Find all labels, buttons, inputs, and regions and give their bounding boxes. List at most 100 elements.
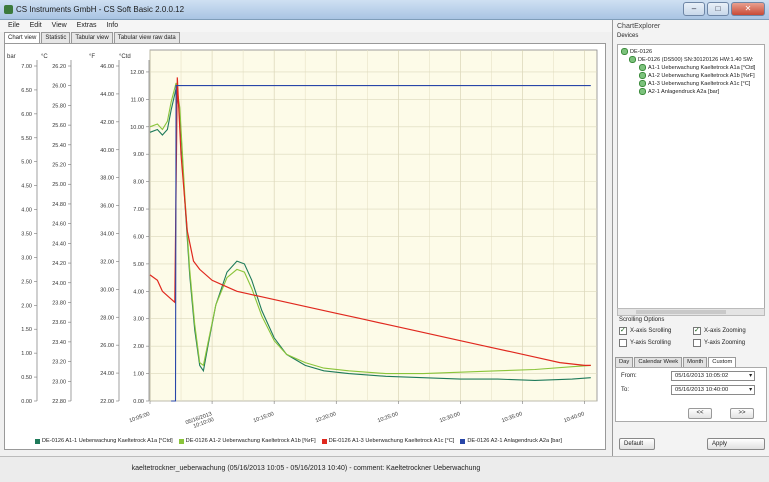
y-axis-tick-label: 3.00 [133, 317, 144, 323]
y-zoom-checkbox[interactable]: Y-axis Zooming [693, 339, 745, 347]
y-scroll-checkbox[interactable]: Y-axis Scrolling [619, 339, 671, 347]
legend-swatch [35, 438, 40, 444]
legend-label: DE-0126 A1-3 Ueberwachung Kaeltetrock A1… [328, 438, 455, 444]
default-button[interactable]: Default [619, 438, 655, 450]
legend-item[interactable]: DE-0126 A2-1 Anlagendruck A2a [bar] [460, 438, 562, 444]
legend-item[interactable]: DE-0126 A1-1 Ueberwachung Kaeltetrock A1… [35, 438, 173, 444]
y-axis-tick-label: 2.00 [133, 344, 144, 350]
y-axis-tick-label: 22.00 [100, 399, 114, 405]
tab-custom[interactable]: Custom [708, 357, 737, 367]
tree-channel[interactable]: A1-2 Ueberwachung Kaeltetrock A1b [%rF] [639, 72, 755, 80]
legend-item[interactable]: DE-0126 A1-2 Ueberwachung Kaeltetrock A1… [178, 438, 316, 444]
y-axis-tick-label: 9.00 [133, 152, 144, 158]
y-axis-tick-label: 4.00 [133, 289, 144, 295]
chart-legend: DE-0126 A1-1 Ueberwachung Kaeltetrock A1… [35, 438, 562, 444]
x-zoom-checkbox[interactable]: X-axis Zooming [693, 326, 746, 335]
checkbox-label: Y-axis Zooming [704, 340, 746, 346]
checkbox-label: X-axis Zooming [704, 328, 746, 334]
x-axis-tick-label: 10:40:00 [563, 411, 585, 424]
checkbox-box[interactable] [619, 339, 627, 347]
channel-icon [639, 72, 646, 80]
checkbox-box[interactable] [619, 326, 627, 335]
series-line [171, 85, 591, 402]
x-scroll-checkbox[interactable]: X-axis Scrolling [619, 326, 671, 335]
x-axis-tick-label: 10:05:00 [129, 411, 151, 424]
to-date-field[interactable]: 05/16/2013 10:40:00 ▾ [671, 385, 755, 395]
menu-file[interactable]: Eile [8, 22, 20, 29]
scrolling-options-title: Scrolling Options [619, 317, 665, 323]
next-range-button[interactable]: >> [730, 408, 754, 419]
checkbox-box[interactable] [693, 339, 701, 347]
y-axis-tick-label: 4.00 [21, 208, 32, 214]
y-axis-tick-label: 8.00 [133, 180, 144, 186]
x-axis-tick-label: 10:15:00 [253, 411, 275, 424]
dropdown-arrow-icon[interactable]: ▾ [749, 387, 752, 393]
y-axis-tick-label: 26.00 [100, 343, 114, 349]
checkbox-box[interactable] [693, 326, 701, 335]
menu-extras[interactable]: Extras [76, 22, 97, 29]
tree-scrollbar[interactable] [617, 308, 765, 316]
close-button[interactable]: ✕ [731, 2, 765, 16]
tree-channel[interactable]: A2-1 Anlagendruck A2a [bar] [639, 88, 719, 96]
y-axis-tick-label: 10.00 [130, 125, 144, 131]
x-axis-tick-label: 10:35:00 [501, 411, 523, 424]
tab-statistic[interactable]: Statistic [41, 32, 71, 43]
y-axis-tick-label: 3.00 [21, 255, 32, 261]
y-axis-tick-label: 5.50 [21, 136, 32, 142]
y-axis-tick-label: 11.00 [131, 97, 144, 103]
tree-channel[interactable]: A1-1 Ueberwachung Kaeltetrock A1a [°Ctd] [639, 64, 755, 72]
from-label: From: [621, 373, 637, 379]
explorer-title: ChartExplorer [617, 23, 661, 30]
tree-channel[interactable]: A1-3 Ueberwachung Kaeltetrock A1c [°C] [639, 80, 750, 88]
menu-view[interactable]: View [51, 22, 67, 29]
y-axis-tick-label: 24.00 [100, 371, 114, 377]
device-tree[interactable]: DE-0126 DE-0126 (DS500) SN:30120126 HW:1… [617, 44, 765, 314]
tab-month[interactable]: Month [683, 357, 708, 367]
menu-edit[interactable]: Edit [29, 22, 42, 29]
tree-root[interactable]: DE-0126 [621, 48, 652, 56]
tab-chart-view[interactable]: Chart view [4, 32, 41, 43]
tab-tabular-raw[interactable]: Tabular view raw data [113, 32, 180, 43]
y-axis-tick-label: 25.80 [52, 103, 66, 109]
apply-button[interactable]: Apply [707, 438, 765, 450]
channel-icon [639, 88, 646, 96]
y-axis-tick-label: 0.00 [133, 399, 144, 405]
to-date-value: 05/16/2013 10:40:00 [675, 387, 729, 393]
dropdown-arrow-icon[interactable]: ▾ [749, 373, 752, 379]
y-axis-tick-label: 24.40 [52, 241, 66, 247]
tab-day[interactable]: Day [615, 357, 634, 367]
from-date-value: 05/16/2013 10:05:02 [675, 373, 729, 379]
y-axis-tick-label: 0.50 [21, 375, 32, 381]
channel-icon [639, 80, 646, 88]
y-axis-tick-label: 1.00 [21, 351, 32, 357]
minimize-button[interactable]: – [683, 2, 705, 16]
maximize-button[interactable]: □ [707, 2, 729, 16]
from-date-field[interactable]: 05/16/2013 10:05:02 ▾ [671, 371, 755, 381]
y-axis-tick-label: 2.50 [21, 279, 32, 285]
y-axis-tick-label: 4.50 [21, 184, 32, 190]
tree-device[interactable]: DE-0126 (DS500) SN:30120126 HW:1.40 SW: [629, 56, 753, 64]
view-tabs: Chart view Statistic Tabular view Tabula… [4, 32, 181, 43]
y-axis-tick-label: 5.00 [133, 262, 144, 268]
status-text: kaeltetrockner_ueberwachung (05/16/2013 … [131, 465, 481, 472]
channel-icon [639, 64, 646, 72]
x-axis-tick-label: 10:30:00 [439, 411, 461, 424]
y-axis-tick-label: 6.00 [133, 234, 144, 240]
menu-info[interactable]: Info [106, 22, 119, 29]
previous-range-button[interactable]: << [688, 408, 712, 419]
line-chart[interactable]: bar 0.00 0.50 1.00 1.50 2.00 2.50 3.00 3.50 4.00 4… [5, 44, 605, 439]
y-axis-unit-label: °F [89, 54, 95, 60]
x-axis-tick-label: 10:20:00 [315, 411, 337, 424]
y-axis-unit-label: °Ctd [119, 54, 131, 60]
tab-calendar-week[interactable]: Calendar Week [634, 357, 683, 367]
legend-swatch [460, 438, 466, 444]
y-axis-tick-label: 23.00 [52, 379, 66, 385]
legend-item[interactable]: DE-0126 A1-3 Ueberwachung Kaeltetrock A1… [321, 438, 455, 444]
y-axis-tick-label: 7.00 [133, 207, 144, 213]
tree-root-label: DE-0126 [630, 49, 653, 55]
y-axis-tick-label: 44.00 [100, 92, 114, 98]
device-icon [621, 48, 628, 56]
y-axis-tick-label: 24.00 [52, 281, 66, 287]
tab-tabular-view[interactable]: Tabular view [71, 32, 113, 43]
scrollbar-thumb[interactable] [636, 310, 726, 314]
